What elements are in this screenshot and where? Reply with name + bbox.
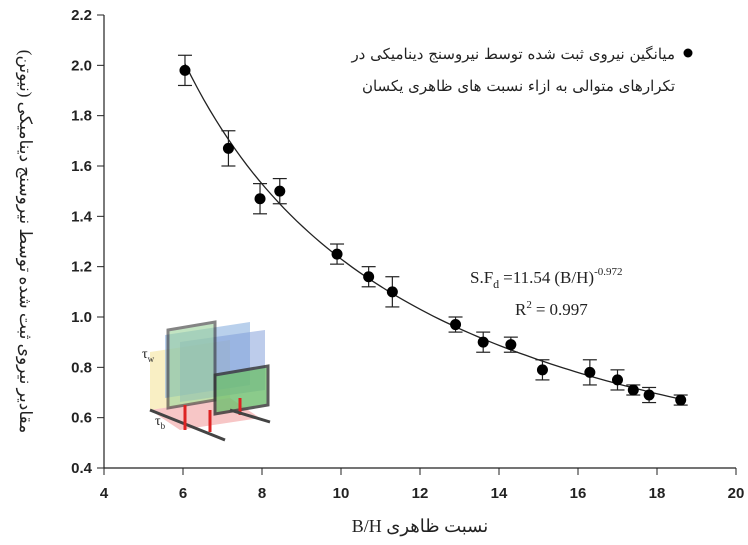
legend-marker — [684, 49, 693, 58]
data-point — [505, 339, 516, 350]
equation-lhs: S.F — [470, 268, 493, 287]
r2-equals: = — [536, 300, 546, 319]
r2-text: R — [515, 300, 527, 319]
inset-subscript: b — [161, 421, 166, 431]
data-point — [274, 186, 285, 197]
data-point — [628, 384, 639, 395]
legend-label: میانگین نیروی ثبت شده توسط نیروسنج دینام… — [330, 38, 675, 102]
data-point — [478, 337, 489, 348]
equation-equals: = — [503, 268, 513, 287]
data-point — [450, 319, 461, 330]
y-tick-label: 1.2 — [71, 259, 92, 276]
r-squared: R2 =0.997 — [515, 299, 588, 319]
equation-subscript: d — [493, 277, 499, 291]
x-tick-label: 20 — [728, 485, 745, 502]
x-tick-label: 18 — [649, 485, 666, 502]
equation-base: (B/H) — [554, 268, 594, 287]
y-tick-label: 2.2 — [71, 7, 92, 24]
x-tick-label: 6 — [179, 485, 187, 502]
y-tick-label: 1.0 — [71, 309, 92, 326]
inset-label: τw — [142, 347, 155, 364]
x-tick-label: 16 — [570, 485, 587, 502]
y-tick-label: 0.6 — [71, 410, 92, 427]
equation-exponent: -0.972 — [594, 266, 622, 278]
data-point — [675, 395, 686, 406]
data-point — [644, 390, 655, 401]
x-tick-label: 14 — [491, 485, 508, 502]
y-tick-label: 1.8 — [71, 108, 92, 125]
x-tick-label: 8 — [258, 485, 266, 502]
data-point — [612, 374, 623, 385]
y-tick-label: 1.4 — [71, 208, 93, 225]
y-tick-label: 0.8 — [71, 359, 92, 376]
data-point — [332, 249, 343, 260]
page: 0.4 0.6 0.8 1.0 1.2 1.4 1.6 1.8 2.0 2.2 4 6 8 10 12 14 1… — [0, 0, 748, 545]
inset-subscript: w — [148, 354, 155, 364]
data-point — [223, 143, 234, 154]
x-axis-label: نسبت ظاهری B/H — [352, 516, 489, 537]
data-point — [255, 193, 266, 204]
x-tick-label: 10 — [333, 485, 350, 502]
data-point — [387, 286, 398, 297]
x-tick-label: 12 — [412, 485, 429, 502]
y-tick-label: 0.4 — [71, 460, 93, 477]
data-point — [584, 367, 595, 378]
y-tick-label: 2.0 — [71, 57, 92, 74]
data-point — [363, 271, 374, 282]
x-tick-label: 4 — [100, 485, 109, 502]
r2-value: 0.997 — [549, 300, 588, 319]
y-tick-label: 1.6 — [71, 158, 92, 175]
data-point — [179, 65, 190, 76]
equation-coefficient: 11.54 — [513, 268, 551, 287]
inset-illustration — [150, 322, 270, 440]
fit-equation: S.Fd =11.54(B/H)-0.972 — [470, 266, 622, 291]
r2-superscript: 2 — [526, 299, 532, 311]
data-point — [537, 364, 548, 375]
y-axis-label: مقادیر نیروی ثبت شده توسط نیروسنج دینامی… — [15, 50, 35, 433]
